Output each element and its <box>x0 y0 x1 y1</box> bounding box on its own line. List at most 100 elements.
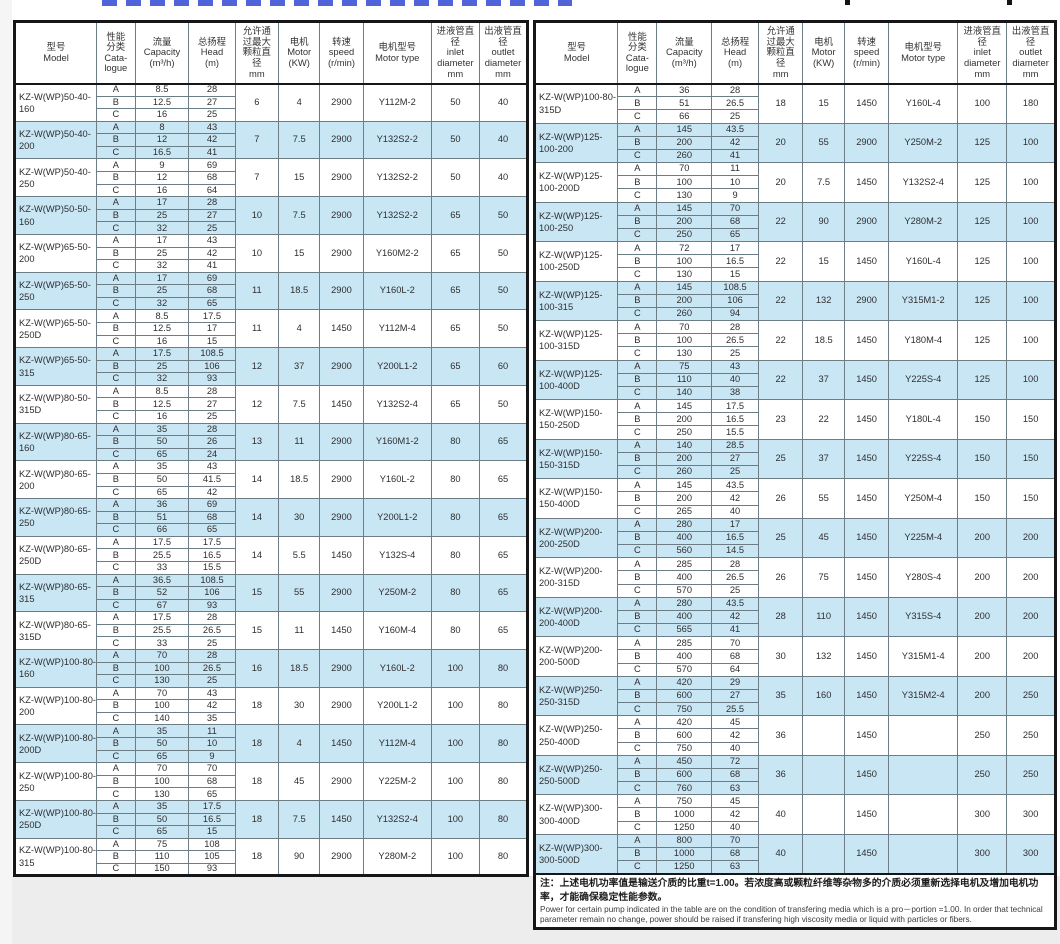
head-cell: 17 <box>188 322 236 336</box>
catalogue-cell: A <box>96 837 136 852</box>
speed-cell: 1450 <box>843 675 890 717</box>
particle-cell: 18 <box>234 837 280 877</box>
model-cell: KZ-W(WP)80-65-250D <box>13 535 98 575</box>
catalogue-cell: C <box>617 188 658 203</box>
catalogue-cell: C <box>96 145 136 160</box>
header-line: 型号 <box>567 41 587 53</box>
spec-row: KZ-W(WP)125-100-315D A 70 28 22 18.5 1450 Y180M… <box>533 320 1056 361</box>
capacity-cell: 200 <box>656 293 713 308</box>
spec-row: KZ-W(WP)125-100-400D A 75 43 22 37 1450 Y225S-4… <box>533 359 1056 401</box>
motor-power-cell: 18.5 <box>278 649 321 688</box>
particle-cell: 20 <box>757 162 804 203</box>
inlet-cell: 100 <box>430 837 480 877</box>
capacity-cell: 70 <box>134 762 190 776</box>
particle-cell: 22 <box>757 320 804 361</box>
col-motor: 电机 Motor (KW) <box>802 21 845 85</box>
spec-row: B 25.5 26.5 <box>15 623 528 638</box>
motor-type-cell: Y160L-2 <box>362 649 432 688</box>
catalogue-cell: B <box>96 246 136 261</box>
motor-type-cell <box>888 715 959 756</box>
footnote-english: Power for certain pump indicated in the … <box>540 905 1043 925</box>
motor-type-cell: Y315M2-4 <box>888 675 959 717</box>
motor-type-cell: Y315M1-4 <box>888 636 959 677</box>
spec-row: KZ-W(WP)200-200-500D A 285 70 30 132 1450 Y315M… <box>533 636 1056 677</box>
inlet-cell: 200 <box>957 557 1008 598</box>
head-cell: 16.5 <box>188 548 236 562</box>
motor-type-cell: Y250M-4 <box>888 478 959 519</box>
head-cell: 68 <box>188 171 236 185</box>
catalogue-cell: B <box>96 737 136 751</box>
catalogue-cell: B <box>617 135 658 150</box>
capacity-cell: 145 <box>656 122 713 137</box>
catalogue-cell: C <box>96 598 136 613</box>
motor-power-cell: 7.5 <box>278 196 321 235</box>
header-line: Cata- <box>625 51 649 63</box>
spec-row: KZ-W(WP)125-100-250 A 145 70 22 90 2900 Y280M-2… <box>533 201 1056 243</box>
inlet-cell: 65 <box>430 271 480 311</box>
spec-row: B 12.5 27 <box>15 95 528 110</box>
catalogue-cell: A <box>617 675 658 690</box>
capacity-cell: 8.5 <box>134 83 190 97</box>
head-cell: 70 <box>188 762 236 776</box>
outlet-cell: 80 <box>478 762 529 801</box>
model-cell: KZ-W(WP)100-80-250D <box>13 799 98 839</box>
model-cell: KZ-W(WP)65-50-250 <box>13 271 98 311</box>
outlet-cell: 60 <box>478 347 529 386</box>
catalogue-cell: C <box>96 183 136 198</box>
catalogue-cell: C <box>96 221 136 235</box>
model-cell: KZ-W(WP)250-250-400D <box>533 715 619 756</box>
spec-row: B 110 40 <box>535 372 1056 387</box>
head-cell: 9 <box>711 188 759 203</box>
motor-power-cell: 11 <box>278 422 321 462</box>
catalogue-cell: A <box>617 201 658 216</box>
capacity-cell: 66 <box>134 523 190 537</box>
motor-power-cell: 37 <box>278 347 321 386</box>
spec-row: B 400 26.5 <box>535 570 1056 585</box>
catalogue-cell: B <box>96 510 136 525</box>
catalogue-cell: B <box>617 412 658 427</box>
header-line: (m³/h) <box>149 57 175 69</box>
spec-row: KZ-W(WP)250-250-400D A 420 45 36 1450 250 250 <box>533 715 1056 756</box>
inlet-cell: 65 <box>430 384 480 424</box>
head-cell: 42 <box>711 491 759 506</box>
capacity-cell: 25 <box>134 208 190 223</box>
table-header: 型号 Model 性能 分类 Cata-logue 流量 Capacity (m³/h) 总扬程… <box>13 21 529 85</box>
catalogue-cell: A <box>96 799 136 814</box>
capacity-cell: 25.5 <box>134 548 190 562</box>
speed-cell: 1450 <box>843 320 890 361</box>
header-line: diameter <box>437 57 474 69</box>
head-cell: 25 <box>188 410 236 424</box>
head-cell: 105 <box>188 850 236 864</box>
capacity-cell: 285 <box>656 636 713 651</box>
model-cell: KZ-W(WP)100-80-315 <box>13 837 98 877</box>
capacity-cell: 25 <box>134 359 190 374</box>
motor-power-cell: 75 <box>802 557 845 598</box>
capacity-cell: 140 <box>656 438 713 453</box>
catalogue-cell: C <box>617 385 658 401</box>
outlet-cell: 100 <box>1006 241 1056 282</box>
head-cell: 15 <box>188 334 236 349</box>
col-particle: 允许通 过最大 颗粒直径 mm <box>234 21 280 85</box>
head-cell: 14.5 <box>711 544 759 559</box>
spec-row: KZ-W(WP)80-65-160 A 35 28 13 11 2900 Y160M1-2 80… <box>13 422 529 462</box>
particle-cell: 10 <box>234 196 280 235</box>
speed-cell: 1450 <box>843 636 890 677</box>
capacity-cell: 51 <box>134 510 190 525</box>
capacity-cell: 100 <box>134 774 190 789</box>
catalogue-cell: A <box>96 573 136 588</box>
header-line: outlet <box>1019 46 1043 58</box>
inlet-cell: 50 <box>430 120 480 160</box>
header-line: 电机 <box>289 35 309 47</box>
head-cell: 68 <box>711 767 759 783</box>
spec-row: KZ-W(WP)125-100-315 A 145 108.5 22 132 2900 Y31… <box>533 280 1056 322</box>
particle-cell: 12 <box>234 347 280 386</box>
particle-cell: 18 <box>757 83 804 124</box>
catalogue-cell: B <box>617 333 658 348</box>
motor-type-cell: Y250M-2 <box>362 573 432 613</box>
capacity-cell: 750 <box>656 741 713 756</box>
capacity-cell: 600 <box>656 767 713 783</box>
head-cell: 17.5 <box>711 399 759 414</box>
motor-type-cell <box>888 833 959 875</box>
head-cell: 40 <box>711 504 759 519</box>
particle-cell: 14 <box>234 535 280 575</box>
